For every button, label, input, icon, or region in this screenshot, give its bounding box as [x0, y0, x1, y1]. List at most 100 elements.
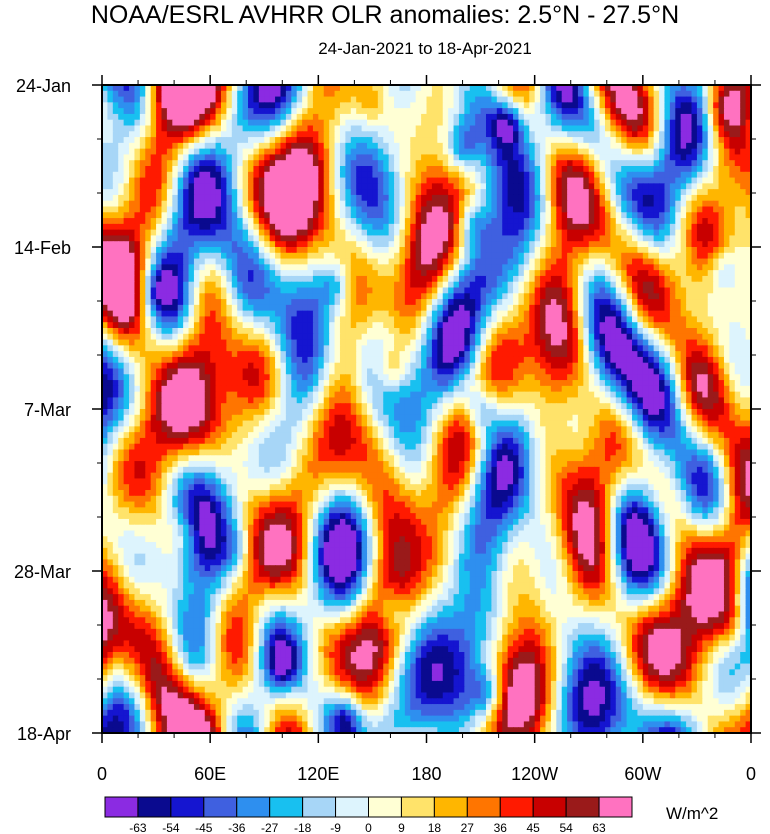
anomaly-cell	[426, 322, 433, 329]
anomaly-cell	[161, 113, 168, 121]
anomaly-cell	[691, 293, 698, 300]
anomaly-cell	[150, 223, 157, 231]
anomaly-cell	[183, 194, 190, 202]
anomaly-cell	[426, 299, 433, 306]
anomaly-cell	[356, 119, 363, 127]
anomaly-cell	[540, 85, 547, 92]
anomaly-cell	[599, 258, 606, 265]
anomaly-cell	[134, 252, 141, 260]
anomaly-cell	[107, 113, 114, 121]
anomaly-cell	[448, 142, 455, 150]
anomaly-cell	[188, 148, 195, 156]
anomaly-cell	[367, 235, 374, 242]
anomaly-cell	[632, 102, 639, 109]
anomaly-cell	[377, 247, 384, 254]
anomaly-cell	[248, 310, 255, 318]
anomaly-cell	[480, 142, 487, 150]
anomaly-cell	[599, 247, 606, 254]
anomaly-cell	[523, 258, 530, 265]
anomaly-cell	[588, 96, 595, 103]
anomaly-cell	[367, 194, 374, 202]
anomaly-cell	[383, 200, 390, 208]
anomaly-cell	[545, 137, 552, 144]
anomaly-cell	[610, 275, 617, 283]
anomaly-cell	[323, 247, 330, 254]
anomaly-cell	[523, 194, 530, 202]
anomaly-cell	[745, 235, 751, 242]
anomaly-cell	[204, 142, 211, 150]
anomaly-cell	[356, 247, 363, 254]
anomaly-cell	[334, 287, 341, 294]
anomaly-cell	[648, 223, 655, 231]
anomaly-cell	[513, 212, 520, 219]
anomaly-cell	[583, 194, 590, 202]
anomaly-cell	[269, 252, 276, 260]
anomaly-cell	[372, 218, 379, 225]
anomaly-cell	[648, 316, 655, 323]
anomaly-cell	[220, 293, 227, 300]
anomaly-cell	[123, 137, 130, 144]
anomaly-cell	[275, 264, 282, 271]
anomaly-cell	[134, 154, 141, 161]
anomaly-cell	[448, 218, 455, 225]
anomaly-cell	[350, 310, 357, 318]
anomaly-cell	[145, 270, 152, 277]
anomaly-cell	[383, 113, 390, 121]
anomaly-cell	[345, 310, 352, 318]
anomaly-cell	[588, 131, 595, 138]
anomaly-cell	[199, 102, 206, 109]
anomaly-cell	[691, 125, 698, 132]
anomaly-cell	[264, 304, 271, 312]
anomaly-cell	[329, 131, 336, 138]
anomaly-cell	[599, 194, 606, 202]
anomaly-cell	[421, 252, 428, 260]
anomaly-cell	[258, 316, 265, 323]
anomaly-cell	[367, 137, 374, 144]
anomaly-cell	[134, 189, 141, 196]
anomaly-cell	[372, 85, 379, 92]
anomaly-cell	[204, 171, 211, 179]
anomaly-cell	[637, 212, 644, 219]
anomaly-cell	[572, 258, 579, 265]
anomaly-cell	[318, 299, 325, 306]
anomaly-cell	[556, 166, 563, 173]
anomaly-cell	[404, 137, 411, 144]
anomaly-cell	[469, 275, 476, 283]
anomaly-cell	[713, 200, 720, 208]
anomaly-cell	[318, 241, 325, 248]
anomaly-cell	[172, 258, 179, 265]
anomaly-cell	[318, 177, 325, 184]
anomaly-cell	[145, 212, 152, 219]
anomaly-cell	[323, 189, 330, 196]
anomaly-cell	[334, 177, 341, 184]
anomaly-cell	[696, 229, 703, 237]
anomaly-cell	[469, 229, 476, 237]
anomaly-cell	[280, 85, 287, 92]
anomaly-cell	[702, 206, 709, 213]
anomaly-cell	[415, 183, 422, 190]
anomaly-cell	[150, 316, 157, 323]
anomaly-cell	[480, 281, 487, 289]
anomaly-cell	[356, 113, 363, 121]
anomaly-cell	[686, 194, 693, 202]
anomaly-cell	[129, 85, 136, 92]
anomaly-cell	[556, 223, 563, 231]
anomaly-cell	[513, 177, 520, 184]
anomaly-cell	[215, 131, 222, 138]
anomaly-cell	[458, 247, 465, 254]
anomaly-cell	[231, 183, 238, 190]
anomaly-cell	[377, 293, 384, 300]
anomaly-cell	[659, 293, 666, 300]
anomaly-cell	[383, 241, 390, 248]
anomaly-cell	[166, 148, 173, 156]
anomaly-cell	[561, 212, 568, 219]
anomaly-cell	[285, 113, 292, 121]
anomaly-cell	[204, 258, 211, 265]
anomaly-cell	[534, 96, 541, 103]
anomaly-cell	[404, 85, 411, 92]
anomaly-cell	[437, 229, 444, 237]
anomaly-cell	[377, 189, 384, 196]
anomaly-cell	[577, 275, 584, 283]
anomaly-cell	[356, 166, 363, 173]
anomaly-cell	[561, 137, 568, 144]
